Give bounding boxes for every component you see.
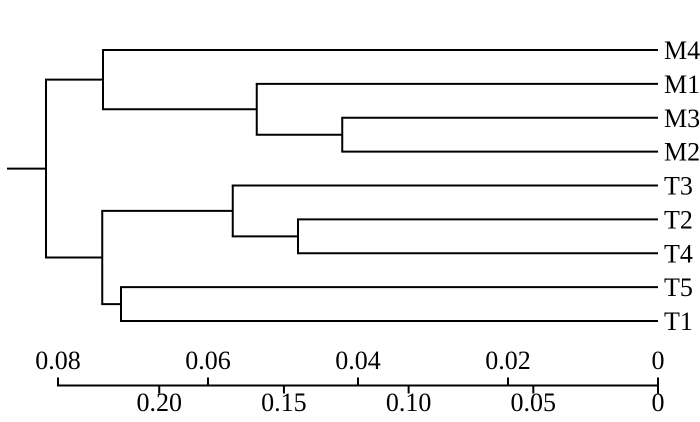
leaf-label-m2: M2: [664, 138, 700, 167]
leaf-label-t1: T1: [664, 307, 693, 336]
axis-bottom-tick-label: 0.20: [136, 388, 182, 417]
axis-bottom-tick-label: 0: [652, 388, 665, 417]
leaf-label-m4: M4: [664, 36, 700, 65]
axis-top-tick-label: 0: [652, 346, 665, 375]
leaf-label-m3: M3: [664, 104, 700, 133]
leaf-label-t2: T2: [664, 205, 693, 234]
leaf-label-t4: T4: [664, 239, 693, 268]
axis-bottom-tick-label: 0.05: [511, 388, 557, 417]
axis-top-tick-label: 0.04: [335, 346, 381, 375]
axis-bottom-tick-label: 0.15: [261, 388, 307, 417]
leaf-label-m1: M1: [664, 70, 700, 99]
axis-top-tick-label: 0.02: [485, 346, 531, 375]
leaf-label-t5: T5: [664, 273, 693, 302]
leaf-label-t3: T3: [664, 172, 693, 201]
axis-bottom-tick-label: 0.10: [386, 388, 432, 417]
axis-top-tick-label: 0.08: [35, 346, 81, 375]
axis-top-tick-label: 0.06: [185, 346, 231, 375]
